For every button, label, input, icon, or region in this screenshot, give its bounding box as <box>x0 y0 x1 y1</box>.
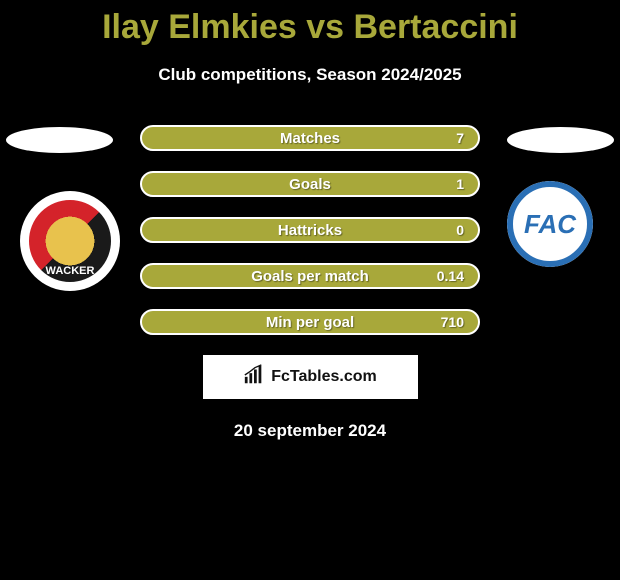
comparison-block: ADMIRA WACKER FAC Matches 7 Goals 1 Hatt… <box>0 125 620 441</box>
stat-label: Hattricks <box>278 222 342 239</box>
stat-value: 7 <box>456 130 464 146</box>
stat-value: 1 <box>456 176 464 192</box>
stat-row-mpg: Min per goal 710 <box>140 309 480 335</box>
page-title: Ilay Elmkies vs Bertaccini <box>0 0 620 47</box>
right-ellipse <box>507 127 614 153</box>
stat-label: Goals per match <box>251 268 369 285</box>
subtitle: Club competitions, Season 2024/2025 <box>0 65 620 85</box>
stat-value: 0.14 <box>437 268 464 284</box>
stat-row-gpm: Goals per match 0.14 <box>140 263 480 289</box>
stat-row-hattricks: Hattricks 0 <box>140 217 480 243</box>
stats-list: Matches 7 Goals 1 Hattricks 0 Goals per … <box>140 125 480 335</box>
left-club-name-top: ADMIRA <box>29 205 111 217</box>
right-club-badge: FAC <box>507 181 593 267</box>
stat-row-matches: Matches 7 <box>140 125 480 151</box>
chart-icon <box>243 364 265 391</box>
stat-label: Goals <box>289 176 331 193</box>
brand-box: FcTables.com <box>203 355 418 399</box>
left-ellipse <box>6 127 113 153</box>
left-club-badge: ADMIRA WACKER <box>20 191 120 291</box>
stat-label: Matches <box>280 130 340 147</box>
stat-label: Min per goal <box>266 314 354 331</box>
date-text: 20 september 2024 <box>0 421 620 441</box>
stat-value: 0 <box>456 222 464 238</box>
stat-value: 710 <box>441 314 464 330</box>
brand-text: FcTables.com <box>271 368 377 386</box>
right-club-abbrev: FAC <box>524 209 576 240</box>
stat-row-goals: Goals 1 <box>140 171 480 197</box>
left-club-name-bottom: WACKER <box>29 265 111 277</box>
